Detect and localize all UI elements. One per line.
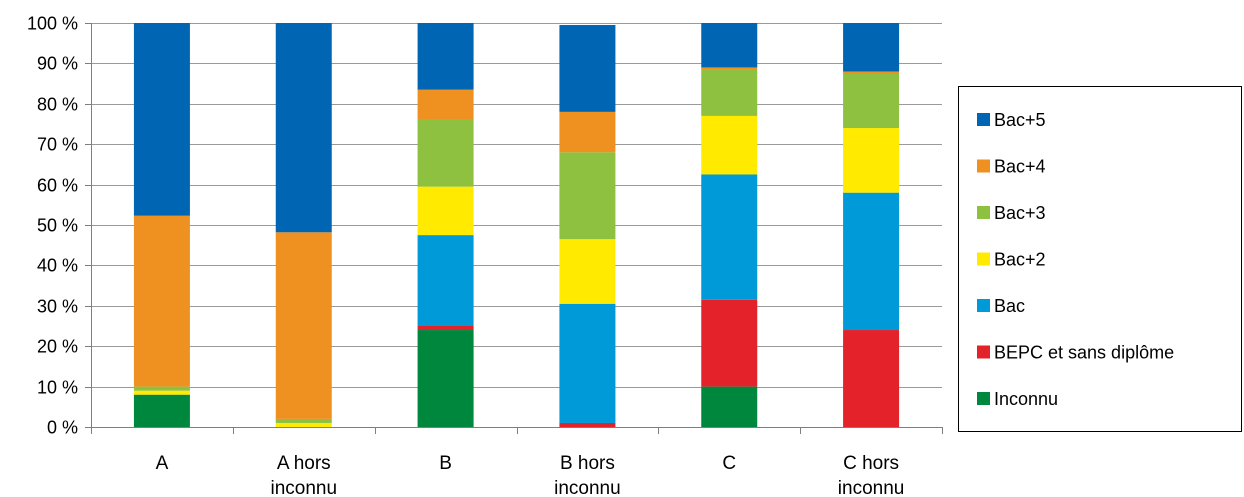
bar-segment [417,235,474,326]
bar-segment [843,128,900,193]
bar-segment [843,73,900,129]
y-tick-label: 50 % [37,216,78,236]
bar-segment [133,390,190,395]
legend-swatch [977,345,990,359]
bar-segment [701,69,758,116]
bar-segment [133,23,190,216]
y-tick-label: 90 % [37,54,78,74]
bar-segment [701,67,758,70]
bar-segment [843,23,900,72]
bar-segment [843,330,900,427]
bar-segment [275,422,332,427]
legend-swatch [977,159,990,173]
legend-swatch [977,392,990,405]
legend-label: Bac [994,296,1025,316]
legend-swatch [977,252,990,266]
bar-segment [133,215,190,387]
bar-segment [559,111,616,153]
legend-swatch [977,206,990,219]
bar-segment [133,386,190,391]
x-category-label: A hors inconnu [270,453,337,497]
bar-segment [701,174,758,300]
legend-label: BEPC et sans diplôme [994,343,1174,363]
bar-segment [417,23,474,90]
bar-segment [559,239,616,304]
axes [85,23,943,434]
bars [133,23,900,427]
y-tick-label: 20 % [37,337,78,357]
bar-segment [701,23,758,68]
bar-segment [133,394,190,427]
y-tick-label: 100 % [27,14,78,34]
bar-segment [559,422,616,427]
y-tick-label: 30 % [37,297,78,317]
bar-segment [559,152,616,240]
y-tick-label: 0 % [47,418,78,438]
bar-segment [701,299,758,387]
bar-segment [275,232,332,419]
legend-swatch [977,299,990,312]
y-tick-labels: 0 % 10 % 20 % 30 % 40 % 50 % 60 % 70 % 80 % 90 % 1… [27,14,78,438]
legend-label: Bac+4 [994,157,1046,177]
y-tick-label: 80 % [37,95,78,115]
bar-segment [701,386,758,427]
legend-box [958,86,1242,432]
bar-segment [701,115,758,175]
gridlines [91,23,942,388]
legend-label: Bac+2 [994,250,1046,270]
bar-segment [559,25,616,112]
bar-segment [417,326,474,331]
x-category-label: A [156,453,169,474]
bar-segment [843,71,900,74]
bar-segment [559,303,616,423]
bar-segment [417,89,474,120]
legend-label: Inconnu [994,389,1058,409]
bar-segment [417,186,474,236]
x-category-label: C hors inconnu [838,453,905,497]
x-category-labels: A A hors inconnu B B hors inconnu C C hors incon… [156,453,905,497]
bar-segment [843,192,900,331]
x-category-label: B [439,453,452,474]
y-tick-label: 10 % [37,378,78,398]
legend-label: Bac+3 [994,203,1046,223]
y-tick-label: 40 % [37,256,78,276]
bar-segment [275,418,332,423]
x-category-label: C [722,453,736,474]
legend-label: Bac+5 [994,110,1046,130]
legend: Bac+5 Bac+4 Bac+3 Bac+2 Bac BEPC et sans dipl… [958,86,1242,432]
bar-segment [417,119,474,187]
x-category-label: B hors inconnu [554,453,621,497]
bar-segment [417,330,474,427]
y-tick-label: 70 % [37,135,78,155]
y-tick-label: 60 % [37,176,78,196]
legend-swatch [977,113,990,126]
bar-segment [275,23,332,233]
